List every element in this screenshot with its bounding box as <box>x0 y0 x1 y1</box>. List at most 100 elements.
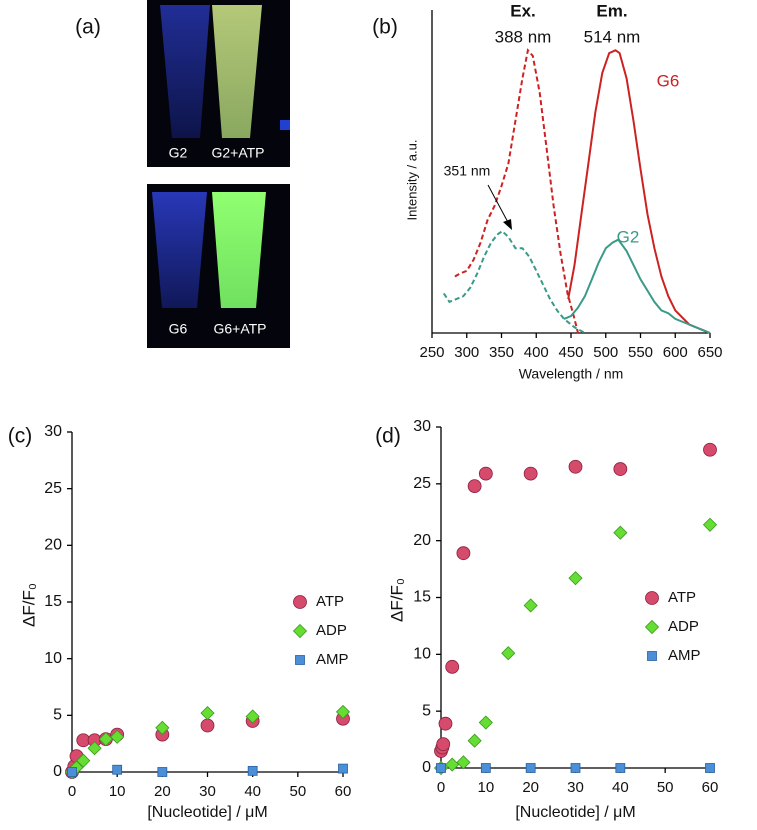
y-tick-label: 15 <box>413 589 431 606</box>
point <box>613 525 628 540</box>
y-tick-label: 5 <box>53 707 62 724</box>
arrow-head <box>503 219 512 230</box>
legend-label: ATP <box>668 589 696 606</box>
point <box>456 546 471 561</box>
annotation: 514 nm <box>584 27 641 46</box>
spectrum-line <box>563 238 711 334</box>
photo-label: G6 <box>169 321 188 337</box>
y-tick-label: 15 <box>44 593 62 610</box>
x-tick-label: 300 <box>454 344 479 361</box>
point <box>200 706 215 721</box>
point <box>467 733 482 748</box>
photo-label: G2+ATP <box>211 145 264 161</box>
x-axis-label: Wavelength / nm <box>519 366 624 382</box>
x-tick-label: 20 <box>154 783 171 800</box>
point <box>613 462 628 476</box>
x-tick-label: 450 <box>558 344 583 361</box>
legend-marker <box>293 595 307 609</box>
photo-label: G2 <box>169 145 188 161</box>
y-tick-label: 10 <box>413 646 431 663</box>
panel-label: (b) <box>372 16 398 39</box>
point <box>67 767 77 777</box>
point <box>245 709 260 724</box>
photo-label: G6+ATP <box>213 321 266 337</box>
point <box>568 459 583 474</box>
x-tick-label: 20 <box>522 779 539 796</box>
y-tick-label: 25 <box>413 475 431 492</box>
y-tick-label: 20 <box>44 537 62 554</box>
x-axis-label: [Nucleotide] / μM <box>515 804 635 821</box>
point <box>568 571 583 586</box>
photo-bottom: G6 G6+ATP <box>147 184 290 348</box>
annotation: 351 nm <box>444 163 491 179</box>
point <box>501 646 516 661</box>
point <box>478 715 493 730</box>
spectrum-line <box>442 229 586 334</box>
legend-label: AMP <box>316 651 349 668</box>
point <box>338 763 348 774</box>
y-tick-label: 20 <box>413 532 431 549</box>
x-tick-label: 0 <box>68 783 76 800</box>
x-tick-label: 30 <box>567 779 584 796</box>
point <box>525 763 536 773</box>
x-tick-label: 350 <box>489 344 514 361</box>
point <box>438 716 453 731</box>
legend-label: ADP <box>316 622 347 639</box>
x-tick-label: 50 <box>657 779 674 796</box>
y-tick-label: 5 <box>422 702 431 719</box>
legend-marker <box>645 591 659 605</box>
x-tick-label: 600 <box>663 344 688 361</box>
x-axis-label: [Nucleotide] / μM <box>147 804 267 821</box>
point <box>110 729 125 744</box>
point <box>523 598 538 613</box>
series-label: G6 <box>657 71 680 90</box>
x-tick-label: 40 <box>244 783 261 800</box>
point <box>335 704 351 719</box>
y-tick-label: 0 <box>53 763 62 780</box>
point <box>480 763 491 773</box>
x-tick-label: 40 <box>612 779 629 796</box>
panel-label: (d) <box>375 425 401 448</box>
y-axis-label: ΔF/F₀ <box>19 583 38 627</box>
point <box>155 720 170 735</box>
y-tick-label: 0 <box>422 759 431 776</box>
point <box>570 763 581 773</box>
x-tick-label: 650 <box>697 344 722 361</box>
x-tick-label: 60 <box>702 779 719 796</box>
point <box>703 442 717 457</box>
x-tick-label: 500 <box>593 344 618 361</box>
y-axis-label: Intensity / a.u. <box>404 140 419 221</box>
annotation: Em. <box>596 1 627 20</box>
legend-marker <box>295 655 305 665</box>
x-tick-label: 30 <box>199 783 216 800</box>
point <box>615 763 626 773</box>
photo-top: G2 G2+ATP <box>147 0 290 167</box>
arrow <box>487 184 511 227</box>
point <box>456 755 471 770</box>
panel-label: (a) <box>75 16 101 39</box>
point <box>478 466 493 481</box>
point <box>200 718 215 733</box>
x-tick-label: 250 <box>419 344 444 361</box>
point <box>467 479 482 494</box>
point <box>702 517 718 532</box>
spectrum-line <box>454 48 579 334</box>
y-axis-label: ΔF/F₀ <box>387 578 406 622</box>
point <box>87 741 102 756</box>
y-tick-label: 30 <box>413 418 431 435</box>
annotation: Ex. <box>510 1 536 20</box>
x-tick-label: 400 <box>524 344 549 361</box>
point <box>445 757 460 772</box>
point <box>436 763 446 773</box>
y-tick-label: 30 <box>44 423 62 440</box>
x-tick-label: 550 <box>628 344 653 361</box>
y-tick-label: 10 <box>44 650 62 667</box>
x-tick-label: 0 <box>437 779 445 796</box>
y-tick-label: 25 <box>44 480 62 497</box>
legend-marker <box>292 623 308 639</box>
legend-label: ADP <box>668 618 699 635</box>
point <box>247 765 258 776</box>
point <box>436 737 451 752</box>
